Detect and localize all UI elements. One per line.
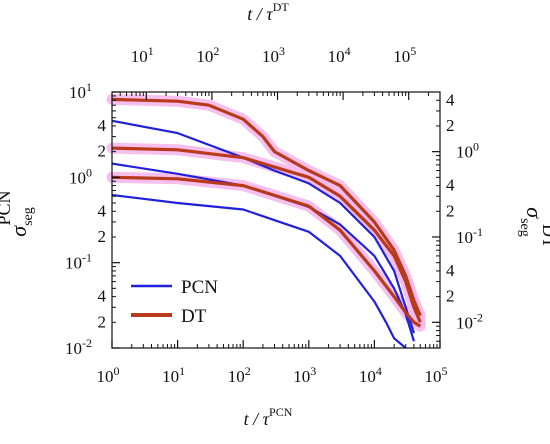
y-right-tick-label: 100 <box>456 140 479 162</box>
legend: PCN DT <box>131 277 218 327</box>
x-bottom-tick-label: 104 <box>359 364 382 386</box>
y-right-tick-label: 10-1 <box>456 225 483 247</box>
y-right-minor-label: 2 <box>446 201 455 220</box>
pcn-series-line <box>111 193 407 349</box>
y-right-tick-label: 10-2 <box>456 310 483 332</box>
x-top-tick-label: 101 <box>131 44 154 66</box>
x-top-tick-label: 102 <box>196 44 219 66</box>
dt-series-line <box>111 175 422 328</box>
y-right-minor-label: 2 <box>446 287 455 306</box>
dt-highlight-layer <box>106 93 426 332</box>
svg-text:σseg: σseg <box>6 207 36 237</box>
x-top-tick-label: 103 <box>262 44 285 66</box>
y-left-tick-label: 100 <box>69 165 92 187</box>
legend-label-dt: DT <box>181 306 207 327</box>
legend-label-pcn: PCN <box>181 277 218 298</box>
y-left-tick-label: 10-2 <box>65 336 92 358</box>
x-bottom-tick-label: 101 <box>162 364 185 386</box>
x-bottom-tick-label: 105 <box>425 364 448 386</box>
x-bottom-tick-label: 100 <box>97 364 120 386</box>
x-top-axis-title: t / τDT <box>247 0 289 24</box>
y-right-axis-title: σseg DT <box>517 207 550 248</box>
x-top-tick-label: 104 <box>328 44 351 66</box>
y-left-minor-label: 4 <box>98 201 107 220</box>
y-left-tick-label: 10-1 <box>65 251 92 273</box>
x-bottom-axis-title: t / τPCN <box>244 405 293 429</box>
y-left-tick-label: 101 <box>69 80 92 102</box>
series-layer <box>111 97 422 349</box>
x-top-tick-label: 105 <box>393 44 416 66</box>
y-left-minor-label: 2 <box>98 312 107 331</box>
y-right-minor-label: 4 <box>446 90 455 109</box>
x-bottom-tick-label: 103 <box>293 364 316 386</box>
axes-layer: 100 101 102 103 104 105 101 102 103 104 105 10-2 10-… <box>65 44 483 386</box>
plot-frame <box>111 91 441 349</box>
y-left-minor-label: 2 <box>98 142 107 161</box>
y-right-minor-label: 4 <box>446 261 455 280</box>
pcn-series-line <box>111 119 415 334</box>
y-left-minor-label: 4 <box>98 287 107 306</box>
svg-text:PCN: PCN <box>0 190 14 225</box>
x-bottom-tick-label: 102 <box>228 364 251 386</box>
svg-text:DT: DT <box>539 224 550 248</box>
dt-series-line <box>111 97 422 317</box>
y-left-minor-label: 4 <box>98 116 107 135</box>
y-right-minor-label: 4 <box>446 176 455 195</box>
y-left-minor-label: 2 <box>98 227 107 246</box>
y-right-minor-label: 2 <box>446 116 455 135</box>
dt-series-line <box>111 146 422 323</box>
svg-text:σseg: σseg <box>517 207 547 237</box>
dt-series-halo <box>106 93 426 322</box>
